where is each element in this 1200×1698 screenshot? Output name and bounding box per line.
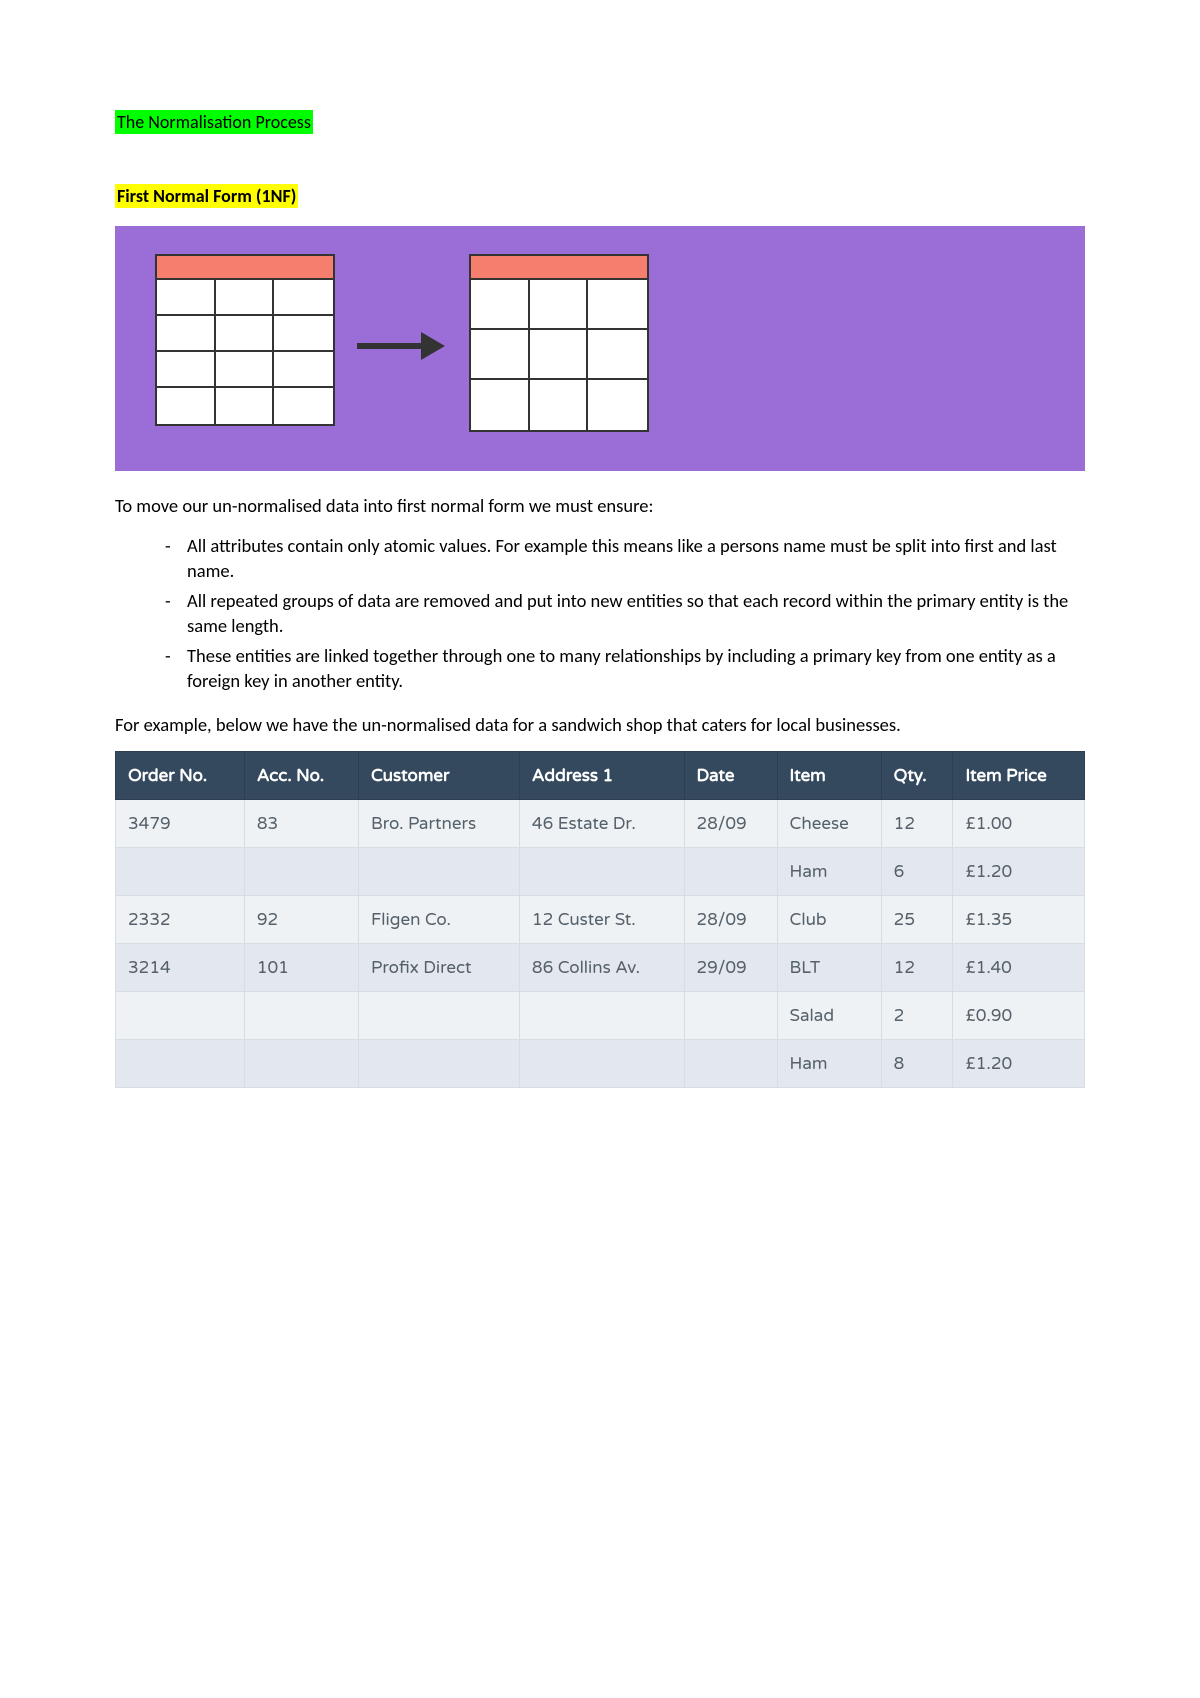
cell	[116, 1040, 245, 1088]
cell	[244, 848, 358, 896]
diagram-table-left	[155, 254, 335, 426]
col-qty: Qty.	[881, 752, 953, 800]
cell	[244, 1040, 358, 1088]
cell: Bro. Partners	[359, 800, 520, 848]
section-heading: First Normal Form (1NF)	[115, 184, 1085, 226]
cell	[684, 848, 777, 896]
cell: Profix Direct	[359, 944, 520, 992]
example-intro: For example, below we have the un-normal…	[115, 712, 1085, 738]
cell: Salad	[777, 992, 881, 1040]
table-row: 3479 83 Bro. Partners 46 Estate Dr. 28/0…	[116, 800, 1085, 848]
col-acc-no: Acc. No.	[244, 752, 358, 800]
cell: 12 Custer St.	[519, 896, 684, 944]
cell: 12	[881, 944, 953, 992]
page-title: The Normalisation Process	[115, 110, 1085, 184]
cell	[519, 848, 684, 896]
cell: 8	[881, 1040, 953, 1088]
data-table: Order No. Acc. No. Customer Address 1 Da…	[115, 751, 1085, 1088]
cell: £1.20	[953, 848, 1085, 896]
cell	[359, 1040, 520, 1088]
col-address: Address 1	[519, 752, 684, 800]
cell: 83	[244, 800, 358, 848]
cell	[519, 992, 684, 1040]
table-row: Salad 2 £0.90	[116, 992, 1085, 1040]
cell: 86 Collins Av.	[519, 944, 684, 992]
cell	[359, 848, 520, 896]
cell: 2	[881, 992, 953, 1040]
cell: Ham	[777, 848, 881, 896]
cell: 101	[244, 944, 358, 992]
cell	[684, 992, 777, 1040]
diagram-header	[157, 256, 333, 280]
cell: 28/09	[684, 800, 777, 848]
table-header-row: Order No. Acc. No. Customer Address 1 Da…	[116, 752, 1085, 800]
cell: 3214	[116, 944, 245, 992]
cell: Ham	[777, 1040, 881, 1088]
diagram-header	[471, 256, 647, 280]
cell: £1.35	[953, 896, 1085, 944]
cell: £1.20	[953, 1040, 1085, 1088]
cell: 12	[881, 800, 953, 848]
cell: 2332	[116, 896, 245, 944]
cell: 46 Estate Dr.	[519, 800, 684, 848]
table-row: 3214 101 Profix Direct 86 Collins Av. 29…	[116, 944, 1085, 992]
cell	[519, 1040, 684, 1088]
table-row: Ham 6 £1.20	[116, 848, 1085, 896]
diagram	[115, 226, 1085, 471]
table-body: 3479 83 Bro. Partners 46 Estate Dr. 28/0…	[116, 800, 1085, 1088]
cell: 29/09	[684, 944, 777, 992]
cell	[244, 992, 358, 1040]
arrow-icon	[357, 334, 447, 358]
col-date: Date	[684, 752, 777, 800]
col-item: Item	[777, 752, 881, 800]
cell: Club	[777, 896, 881, 944]
intro-text: To move our un-normalised data into firs…	[115, 493, 1085, 519]
list-item: All attributes contain only atomic value…	[165, 533, 1085, 584]
bullet-list: All attributes contain only atomic value…	[115, 533, 1085, 694]
table-row: 2332 92 Fligen Co. 12 Custer St. 28/09 C…	[116, 896, 1085, 944]
cell: 28/09	[684, 896, 777, 944]
cell: 3479	[116, 800, 245, 848]
cell: £0.90	[953, 992, 1085, 1040]
heading-2: First Normal Form (1NF)	[115, 184, 298, 208]
list-item: These entities are linked together throu…	[165, 643, 1085, 694]
cell	[116, 992, 245, 1040]
cell	[359, 992, 520, 1040]
cell: £1.00	[953, 800, 1085, 848]
cell: 25	[881, 896, 953, 944]
diagram-table-right	[469, 254, 649, 432]
col-price: Item Price	[953, 752, 1085, 800]
cell: £1.40	[953, 944, 1085, 992]
cell: 6	[881, 848, 953, 896]
cell	[684, 1040, 777, 1088]
heading-1: The Normalisation Process	[115, 110, 313, 134]
cell: BLT	[777, 944, 881, 992]
cell: Cheese	[777, 800, 881, 848]
table-row: Ham 8 £1.20	[116, 1040, 1085, 1088]
col-customer: Customer	[359, 752, 520, 800]
cell	[116, 848, 245, 896]
col-order-no: Order No.	[116, 752, 245, 800]
cell: 92	[244, 896, 358, 944]
list-item: All repeated groups of data are removed …	[165, 588, 1085, 639]
cell: Fligen Co.	[359, 896, 520, 944]
